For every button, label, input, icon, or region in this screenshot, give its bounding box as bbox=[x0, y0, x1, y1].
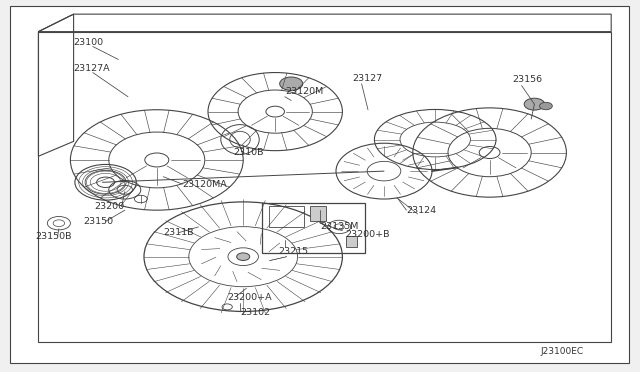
Text: 23102: 23102 bbox=[240, 308, 270, 317]
Bar bbox=[262, 203, 365, 253]
Text: 23200+B: 23200+B bbox=[346, 230, 390, 239]
Text: 23127: 23127 bbox=[352, 74, 382, 83]
Bar bbox=[346, 236, 357, 247]
Text: 23150: 23150 bbox=[83, 217, 113, 226]
Text: J23100EC: J23100EC bbox=[541, 347, 584, 356]
Text: 23215: 23215 bbox=[278, 247, 308, 256]
Text: 23150B: 23150B bbox=[35, 232, 72, 241]
Bar bbox=[310, 206, 326, 221]
Text: 23200+A: 23200+A bbox=[227, 293, 272, 302]
Circle shape bbox=[280, 77, 303, 90]
Text: 23100: 23100 bbox=[74, 38, 104, 47]
Text: 23120M: 23120M bbox=[285, 87, 323, 96]
Text: 2311B: 2311B bbox=[163, 228, 194, 237]
Text: 23135M: 23135M bbox=[320, 222, 358, 231]
Circle shape bbox=[524, 98, 545, 110]
Text: 2310B: 2310B bbox=[234, 148, 264, 157]
Text: 23200: 23200 bbox=[95, 202, 125, 211]
Text: 23124: 23124 bbox=[406, 206, 436, 215]
Circle shape bbox=[237, 253, 250, 260]
Text: 23120MA: 23120MA bbox=[182, 180, 227, 189]
Circle shape bbox=[540, 102, 552, 110]
Text: 23156: 23156 bbox=[512, 76, 542, 84]
Bar bbox=[269, 206, 304, 227]
Text: 23127A: 23127A bbox=[74, 64, 110, 73]
